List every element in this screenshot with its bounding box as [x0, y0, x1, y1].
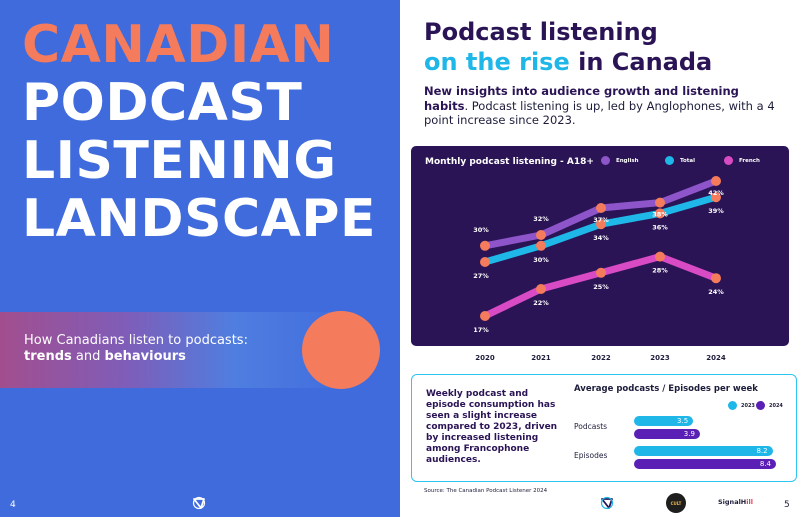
data-point-english-2020: [480, 240, 490, 251]
legend-2024: 2024: [756, 401, 783, 410]
legend-2024-dot: [756, 401, 765, 410]
left-page: CANADIAN PODCAST LISTENING LANDSCAPE How…: [0, 0, 400, 517]
page-number-right: 5: [784, 500, 790, 510]
data-point-french-2024: [711, 273, 721, 284]
cult-logo: CULT: [666, 493, 686, 513]
cpl-logo-icon: [192, 496, 206, 510]
data-point-english-2022: [596, 203, 606, 213]
data-point-total-2022: [596, 219, 606, 230]
data-label-total-2023: 36%: [652, 223, 668, 231]
row-label-episodes: Episodes: [574, 451, 608, 460]
legend-total-label: Total: [680, 157, 696, 164]
x-tick-2023: 2023: [650, 354, 670, 362]
source-note: Source: The Canadian Podcast Listener 20…: [424, 488, 548, 494]
title-line-2: PODCAST: [22, 73, 303, 133]
data-point-total-2024: [711, 192, 721, 203]
x-tick-2024: 2024: [706, 354, 726, 362]
data-point-french-2021: [536, 284, 546, 294]
title-line-3: LISTENING: [22, 131, 337, 191]
data-label-english-2023: 38%: [652, 211, 668, 219]
gradient-band: [0, 312, 360, 388]
page-number-left: 4: [10, 500, 16, 510]
data-point-total-2021: [536, 240, 546, 251]
legend-2024-label: 2024: [769, 402, 783, 409]
data-label-english-2020: 30%: [473, 226, 489, 234]
heading-line2: on the rise in Canada: [424, 48, 712, 76]
legend-english-label: English: [616, 157, 639, 164]
data-point-french-2020: [480, 311, 490, 321]
signalhill-logo: SignalHill: [718, 498, 753, 506]
decorative-circle: [302, 311, 380, 389]
legend-2023-label: 2023: [741, 402, 755, 409]
intro-rest: . Podcast listening is up, led by Anglop…: [424, 98, 775, 128]
title-line-1: CANADIAN: [22, 15, 335, 75]
right-page: Podcast listening on the rise in Canada …: [400, 0, 800, 517]
subtitle: How Canadians listen to podcasts: trends…: [24, 333, 248, 365]
bar-episodes-2024: 8.4: [634, 459, 776, 469]
data-label-french-2020: 17%: [473, 326, 489, 334]
data-point-english-2021: [536, 230, 546, 240]
intro-bold: New insights into audience growth and li…: [424, 84, 739, 113]
row-label-podcasts: Podcasts: [574, 422, 608, 431]
x-tick-2021: 2021: [531, 354, 551, 362]
line-chart-title: Monthly podcast listening - A18+: [425, 157, 594, 167]
data-label-english-2021: 32%: [533, 215, 549, 223]
bar-episodes-2023: 8.2: [634, 446, 773, 456]
bar-chart-title: Average podcasts / Episodes per week: [574, 384, 758, 394]
data-point-total-2023: [655, 208, 665, 219]
data-label-english-2024: 42%: [708, 189, 724, 197]
data-point-english-2023: [655, 197, 665, 208]
cpl-logo-icon: [600, 496, 614, 510]
signalhill-text2: ill: [746, 498, 753, 506]
subtitle-bold-trends: trends: [24, 349, 72, 364]
legend-french-label: French: [739, 157, 760, 164]
legend-french-dot: [724, 156, 733, 165]
signalhill-text1: SignalH: [718, 498, 747, 506]
subtitle-bold-behaviours: behaviours: [104, 349, 186, 364]
legend-english-dot: [601, 156, 610, 165]
x-tick-2020: 2020: [475, 354, 495, 362]
legend-2023: 2023: [728, 401, 755, 410]
intro-paragraph: New insights into audience growth and li…: [424, 84, 784, 128]
bar-chart-description: Weekly podcast and episode consumption h…: [426, 389, 558, 465]
line-chart-svg: 30% 32% 37% 38% 42% 27% 30% 34% 36% 39% 17% 22% 25% 2…: [473, 176, 726, 362]
data-label-french-2022: 25%: [593, 283, 609, 291]
subtitle-line1: How Canadians listen to podcasts:: [24, 333, 248, 348]
line-chart-panel: Monthly podcast listening - A18+ English…: [411, 146, 789, 346]
legend-english: English: [601, 156, 639, 165]
legend-total-dot: [665, 156, 674, 165]
heading-accent: on the rise: [424, 48, 570, 76]
data-point-total-2020: [480, 257, 490, 267]
title-line-4: LANDSCAPE: [22, 189, 377, 249]
heading-rest: in Canada: [569, 48, 713, 76]
bar-podcasts-2024: 3.9: [634, 429, 700, 439]
data-label-english-2022: 37%: [593, 216, 609, 224]
subtitle-and: and: [71, 349, 105, 364]
heading-line1: Podcast listening: [424, 18, 658, 46]
data-label-total-2021: 30%: [533, 256, 549, 264]
legend-2023-dot: [728, 401, 737, 410]
data-label-total-2022: 34%: [593, 234, 609, 242]
data-label-french-2023: 28%: [652, 267, 668, 275]
data-label-total-2020: 27%: [473, 272, 489, 280]
legend-french: French: [724, 156, 760, 165]
x-tick-2022: 2022: [591, 354, 611, 362]
data-point-english-2024: [711, 176, 721, 186]
data-label-french-2021: 22%: [533, 299, 549, 307]
data-point-french-2022: [596, 267, 606, 278]
data-point-french-2023: [655, 251, 665, 262]
bar-chart-panel: Weekly podcast and episode consumption h…: [411, 374, 797, 482]
bar-podcasts-2023: 3.5: [634, 416, 694, 426]
legend-total: Total: [665, 156, 695, 165]
data-label-french-2024: 24%: [708, 288, 724, 296]
data-label-total-2024: 39%: [708, 207, 724, 215]
